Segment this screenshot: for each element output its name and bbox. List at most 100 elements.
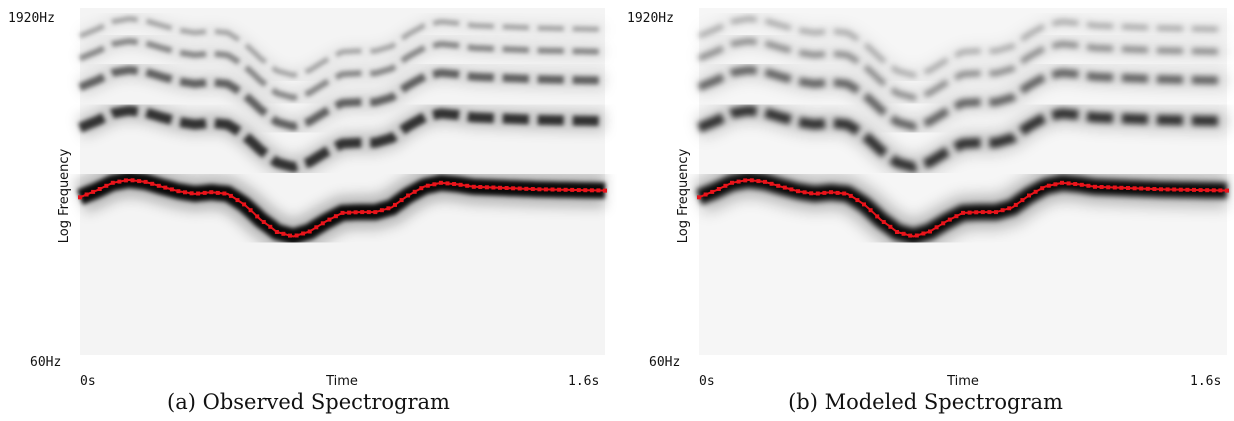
pitch-track-point bbox=[1099, 185, 1104, 189]
pitch-track-point bbox=[261, 220, 266, 224]
pitch-track-point bbox=[511, 186, 516, 191]
pitch-track-point bbox=[491, 185, 496, 190]
pitch-track-point bbox=[1106, 185, 1111, 190]
pitch-track-point bbox=[895, 230, 899, 234]
pitch-track-point bbox=[736, 179, 741, 184]
pitch-track-point bbox=[802, 190, 807, 195]
pitch-track-point bbox=[1192, 187, 1196, 192]
pitch-track-point bbox=[941, 221, 946, 226]
pitch-track-point bbox=[242, 202, 247, 207]
pitch-track-point bbox=[123, 178, 128, 183]
pitch-track-point bbox=[868, 208, 873, 213]
y-tick-bottom: 60Hz bbox=[649, 355, 680, 370]
pitch-track-point bbox=[379, 208, 384, 213]
pitch-track-point bbox=[517, 186, 522, 191]
pitch-track-point bbox=[537, 187, 542, 192]
pitch-track-point bbox=[314, 225, 319, 230]
y-tick-bottom: 60Hz bbox=[30, 355, 61, 370]
pitch-track-point bbox=[589, 188, 594, 193]
pitch-track-point bbox=[373, 210, 378, 215]
pitch-track-point bbox=[1198, 188, 1203, 193]
pitch-track-point bbox=[967, 210, 972, 215]
pitch-track-point bbox=[288, 233, 292, 238]
pitch-track-point bbox=[215, 190, 220, 195]
pitch-track-point bbox=[399, 198, 404, 203]
pitch-track-point bbox=[498, 185, 502, 190]
pitch-track-point bbox=[1218, 188, 1223, 193]
pitch-track-point bbox=[1086, 183, 1091, 188]
pitch-track-point bbox=[1205, 188, 1210, 193]
pitch-track-point bbox=[183, 190, 187, 195]
pitch-track-point bbox=[723, 183, 728, 188]
pitch-track-point bbox=[697, 195, 701, 200]
pitch-track-point bbox=[360, 210, 365, 215]
pitch-track-point bbox=[97, 187, 102, 191]
pitch-track-point bbox=[829, 190, 833, 195]
pitch-track-point bbox=[452, 182, 457, 186]
pitch-track-point bbox=[347, 210, 352, 215]
y-axis-label: Log Frequency bbox=[57, 148, 72, 243]
x-tick-start: 0s bbox=[80, 374, 96, 389]
pitch-track-point bbox=[1000, 208, 1005, 213]
pitch-track-point bbox=[150, 181, 155, 186]
pitch-track-point bbox=[576, 188, 581, 193]
harmonic-2-band bbox=[697, 105, 1228, 173]
pitch-track-point bbox=[110, 180, 115, 185]
pitch-track-point bbox=[465, 183, 470, 188]
pitch-track-point bbox=[914, 233, 919, 238]
pitch-track-point bbox=[782, 185, 787, 190]
pitch-track-point bbox=[458, 182, 463, 187]
pitch-track-point bbox=[301, 231, 306, 236]
pitch-track-point bbox=[320, 221, 325, 226]
pitch-track-point bbox=[570, 187, 575, 192]
pitch-track-point bbox=[478, 185, 483, 189]
pitch-track-point bbox=[78, 195, 82, 200]
harmonic-4-band bbox=[78, 38, 606, 101]
pitch-track-point bbox=[557, 187, 562, 192]
pitch-track-point bbox=[881, 220, 886, 224]
pitch-track-point bbox=[862, 202, 866, 207]
pitch-track-point bbox=[353, 210, 358, 215]
pitch-track-point bbox=[419, 186, 424, 191]
pitch-track-point bbox=[1053, 182, 1058, 187]
pitch-track-point bbox=[1020, 198, 1025, 203]
pitch-track-point bbox=[274, 230, 279, 234]
pitch-track-point bbox=[1007, 206, 1012, 211]
pitch-track-point bbox=[987, 210, 992, 215]
x-tick-end: 1.6s bbox=[1190, 374, 1221, 389]
y-tick-top: 1920Hz bbox=[627, 11, 674, 26]
pitch-track-point bbox=[743, 178, 748, 183]
pitch-track-point bbox=[143, 179, 148, 184]
pitch-track-point bbox=[947, 217, 952, 222]
pitch-track-point bbox=[189, 191, 194, 196]
harmonic-3-band bbox=[697, 65, 1228, 131]
pitch-track-point bbox=[776, 183, 781, 188]
pitch-track-point bbox=[822, 190, 827, 195]
pitch-track-point bbox=[1060, 180, 1064, 185]
pitch-track-point bbox=[749, 178, 754, 183]
y-tick-top: 1920Hz bbox=[8, 11, 55, 26]
pitch-track-point bbox=[716, 187, 721, 191]
pitch-track-point bbox=[1013, 202, 1018, 207]
pitch-track-point bbox=[406, 193, 411, 198]
pitch-track-point bbox=[563, 187, 568, 192]
pitch-track-point bbox=[875, 214, 880, 219]
pitch-track-point bbox=[386, 206, 391, 211]
harmonic-4-band bbox=[697, 38, 1228, 101]
pitch-track-point bbox=[855, 198, 860, 203]
pitch-track-point bbox=[340, 210, 345, 215]
pitch-track-point bbox=[524, 186, 529, 191]
pitch-track-point bbox=[596, 188, 601, 193]
x-axis-label: Time bbox=[325, 374, 358, 389]
harmonic-5-band bbox=[698, 16, 1227, 78]
pitch-track-point bbox=[954, 214, 959, 219]
pitch-track-point bbox=[504, 186, 509, 190]
pitch-track-point bbox=[1159, 187, 1163, 192]
pitch-track-point bbox=[710, 189, 715, 194]
pitch-track-point bbox=[815, 191, 820, 196]
pitch-track-point bbox=[763, 179, 767, 184]
pitch-track-point bbox=[1046, 183, 1051, 188]
pitch-track-point bbox=[550, 187, 555, 192]
pitch-track-point bbox=[1178, 187, 1183, 192]
pitch-track-point bbox=[848, 193, 853, 198]
